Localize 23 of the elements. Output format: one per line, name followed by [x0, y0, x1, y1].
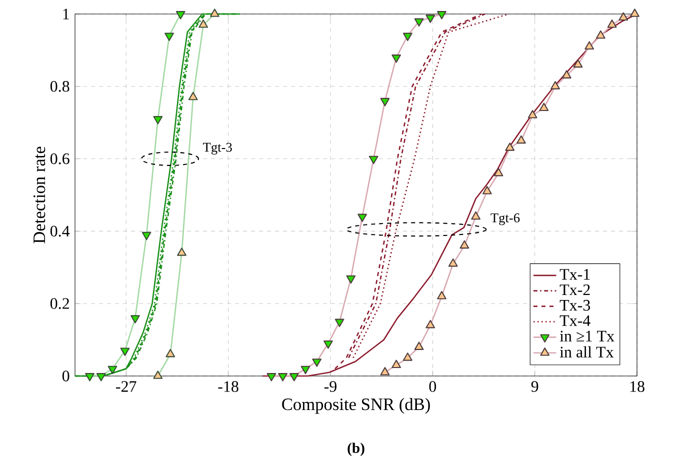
- legend-label: Tx-1: [560, 269, 590, 280]
- x-tick-label: -9: [324, 381, 336, 392]
- annotation: Tgt-6: [490, 213, 520, 226]
- x-tick-label: 9: [531, 381, 538, 392]
- x-axis-title: Composite SNR (dB): [282, 398, 430, 414]
- y-tick-label: 1: [63, 8, 69, 20]
- legend-label: Tx-3: [560, 300, 590, 311]
- y-tick-label: 0.2: [50, 298, 69, 310]
- legend-label: in ≥1 Tx: [560, 330, 614, 342]
- x-tick-label: 18: [630, 381, 644, 392]
- legend-label: Tx-2: [560, 284, 590, 296]
- legend-label: in all Tx: [560, 346, 614, 358]
- y-tick-label: 0.4: [50, 226, 70, 237]
- y-tick-label: 0.8: [50, 80, 70, 92]
- y-tick-label: 0: [62, 370, 70, 382]
- x-tick-label: -27: [116, 381, 136, 392]
- y-axis-title: Detection rate: [33, 146, 46, 244]
- x-tick-label: 0: [429, 381, 436, 392]
- text: (b): [348, 442, 364, 456]
- x-tick-label: -18: [218, 381, 238, 392]
- legend-label: Tx-4: [560, 315, 590, 326]
- annotation: Tgt-3: [203, 142, 232, 155]
- y-tick-label: 0.6: [50, 153, 70, 164]
